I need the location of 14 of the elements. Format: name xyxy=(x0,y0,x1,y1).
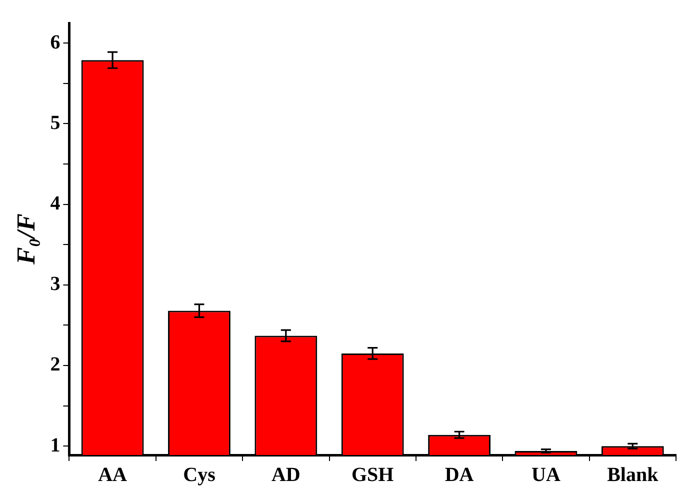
y-tick-label: 1 xyxy=(50,434,60,456)
y-tick-label: 5 xyxy=(50,112,60,134)
x-tick-label: UA xyxy=(532,464,561,486)
x-tick-label: AD xyxy=(271,464,300,486)
x-tick-label: GSH xyxy=(351,464,394,486)
x-tick-label: AA xyxy=(98,464,128,486)
x-tick-label: Blank xyxy=(607,464,660,486)
x-tick-label: Cys xyxy=(183,464,216,486)
y-axis-title: F₀/F xyxy=(11,214,40,266)
y-tick-label: 4 xyxy=(50,192,60,215)
x-tick-label: DA xyxy=(444,464,474,486)
y-tick-label: 6 xyxy=(50,31,60,54)
y-tick-label: 3 xyxy=(50,273,60,296)
y-tick-label: 2 xyxy=(50,354,60,376)
